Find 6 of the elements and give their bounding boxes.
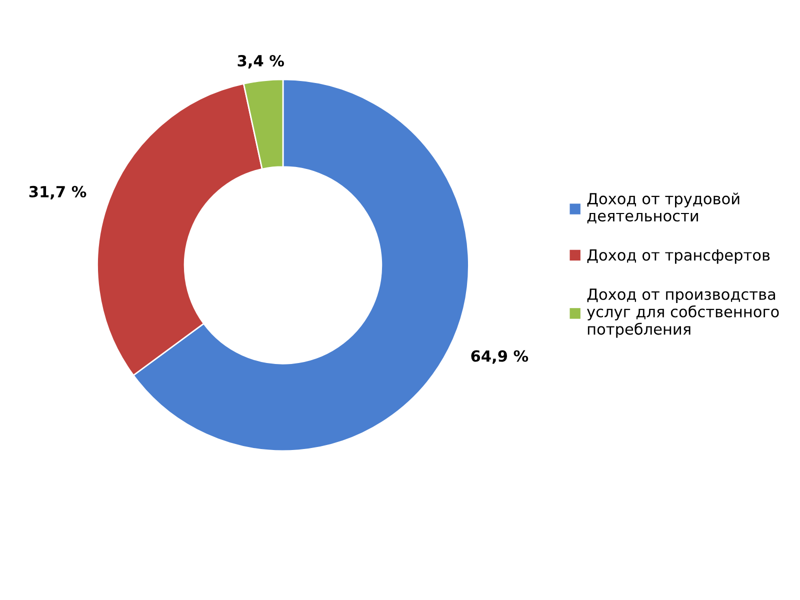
data-label: 31,7 % <box>29 186 86 200</box>
legend-label: Доход от производства услуг для собственного потребления <box>587 288 779 338</box>
data-label: 3,4 % <box>238 54 284 68</box>
data-label: 64,9 % <box>471 350 528 364</box>
legend-label: Доход от трансфертов <box>587 249 770 264</box>
legend-label: Доход от трудовой деятельности <box>587 192 740 224</box>
